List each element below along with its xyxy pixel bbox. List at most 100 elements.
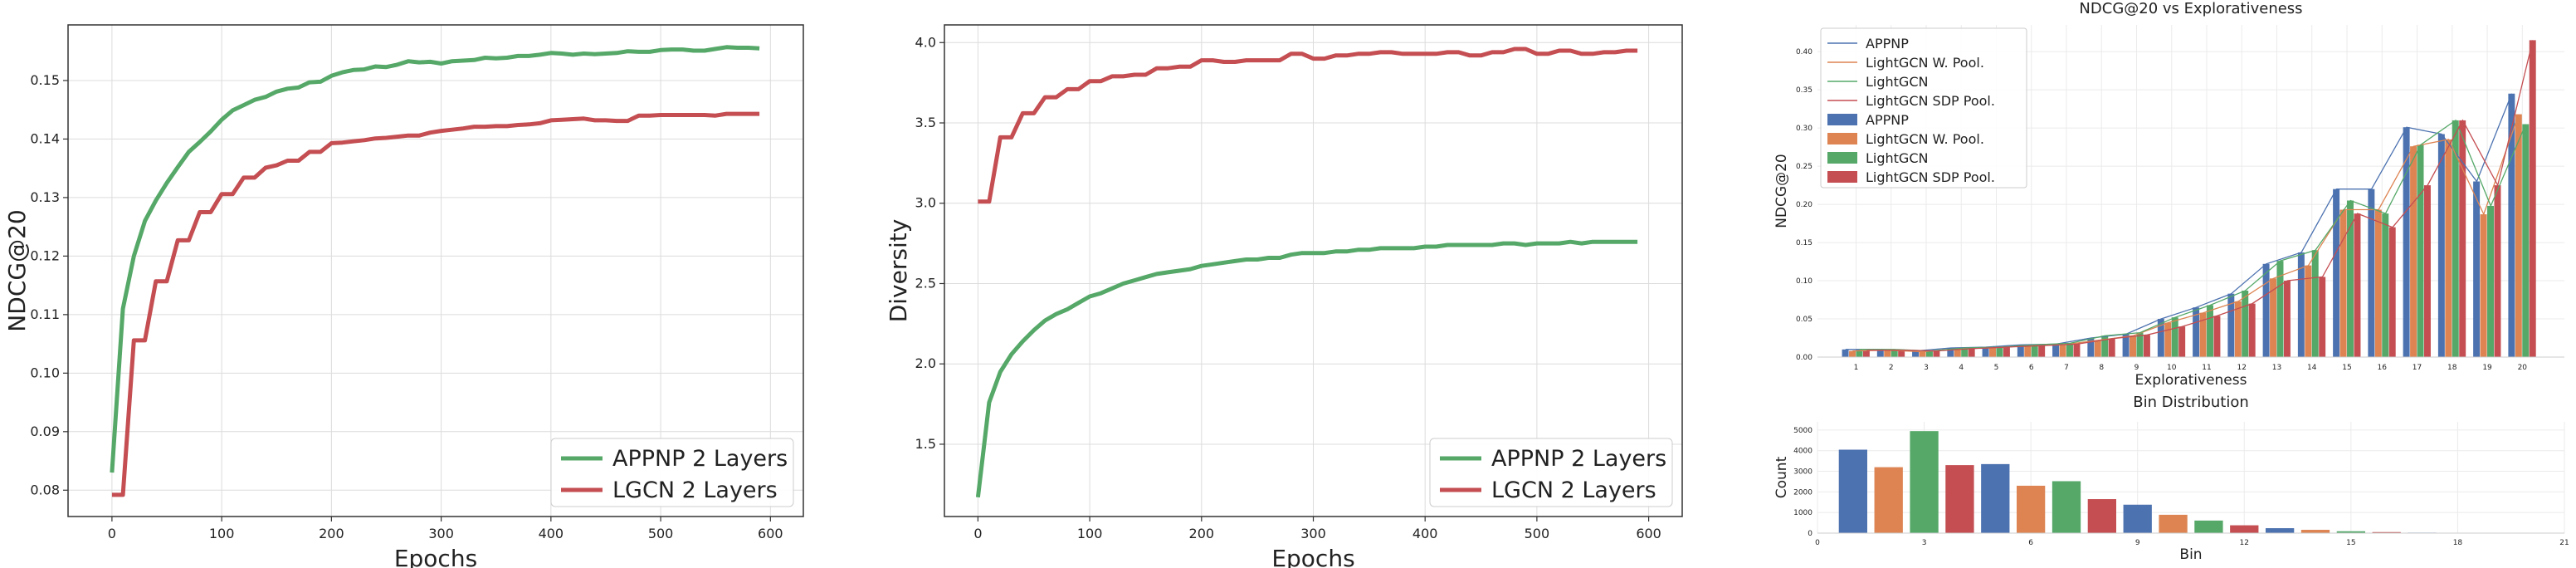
bar — [2199, 312, 2207, 357]
legend-label: LightGCN — [1866, 74, 1928, 90]
bar — [1961, 347, 1969, 357]
x-tick-label: 20 — [2518, 364, 2528, 372]
series-line — [978, 47, 1638, 204]
bar — [2336, 531, 2365, 533]
bar — [2452, 120, 2459, 357]
bar — [2262, 263, 2270, 357]
legend-label: LightGCN SDP Pool. — [1866, 169, 1995, 185]
bar — [2213, 316, 2221, 357]
bar — [2234, 301, 2242, 357]
x-tick-label: 15 — [2342, 364, 2351, 372]
x-tick-label: 13 — [2272, 364, 2281, 372]
x-tick-label: 0 — [1815, 539, 1820, 547]
plot-frame — [944, 24, 1683, 517]
y-tick-label: 0.14 — [30, 130, 60, 146]
bar — [2171, 317, 2178, 357]
bar — [1925, 350, 1933, 357]
x-tick-label: 18 — [2447, 364, 2457, 372]
bar — [2300, 530, 2330, 533]
bar — [2305, 265, 2312, 357]
bar — [1945, 465, 1974, 533]
bar — [2073, 344, 2081, 357]
x-tick-label: 10 — [2167, 364, 2177, 372]
bar — [2515, 114, 2522, 357]
bar — [2227, 293, 2235, 357]
bar — [2522, 124, 2530, 358]
legend-box — [1820, 27, 2027, 189]
y-tick-label: 0.08 — [30, 482, 60, 497]
ndcg-epochs-chart: 0 100 200 300 400 500 600 0.08 0.09 0.10 0.11 0.12 0… — [3, 24, 804, 568]
x-tick-label: 12 — [2240, 539, 2249, 547]
y-tick-label: 4.0 — [915, 34, 936, 50]
bar — [2459, 120, 2466, 357]
y-tick-label: 0.20 — [1796, 201, 1812, 209]
x-tick-label: 0 — [973, 526, 982, 541]
bar — [2066, 343, 2073, 357]
x-tick-label: 400 — [1412, 526, 1438, 541]
bar — [2178, 326, 2186, 357]
bar — [1996, 347, 2003, 357]
bar — [1842, 349, 1849, 357]
y-tick-label: 0 — [1808, 530, 1812, 538]
y-tick-label: 1.5 — [915, 436, 936, 452]
y-axis-label: Diversity — [885, 219, 912, 323]
legend-label: LGCN 2 Layers — [612, 477, 778, 503]
bar — [2410, 146, 2417, 357]
x-tick-label: 100 — [209, 526, 235, 541]
bar — [2347, 200, 2354, 357]
bar — [2487, 205, 2494, 357]
x-axis-label: Epochs — [394, 545, 477, 568]
y-tick-label: 1000 — [1793, 509, 1812, 517]
x-tick-label: 500 — [1525, 526, 1550, 541]
legend-box — [550, 438, 794, 507]
bar — [1876, 349, 1884, 357]
x-tick-label: 4 — [1959, 364, 1964, 372]
x-tick-label: 500 — [648, 526, 674, 541]
y-tick-label: 0.10 — [30, 365, 60, 380]
plot-area — [68, 25, 803, 517]
x-tick-label: 18 — [2453, 539, 2463, 547]
bar — [2508, 93, 2515, 358]
plot-frame — [67, 24, 804, 517]
bar — [1933, 350, 1940, 357]
trend-line — [1866, 40, 2534, 352]
bar — [2123, 504, 2152, 533]
bar — [1947, 347, 1954, 357]
series-line — [975, 239, 1638, 498]
bar — [2159, 514, 2188, 533]
bar — [2374, 209, 2382, 357]
bar — [2319, 277, 2326, 357]
chart-title: NDCG@20 vs Explorativeness — [2079, 0, 2302, 17]
x-tick-label: 9 — [2134, 364, 2139, 372]
bar — [2230, 525, 2259, 533]
y-tick-label: 0.11 — [30, 306, 60, 322]
y-tick-label: 0.10 — [1796, 277, 1812, 286]
y-axis-label: NDCG@20 — [1773, 154, 1790, 228]
y-tick-label: 3.0 — [915, 195, 936, 211]
bar — [1862, 350, 1870, 357]
bar — [2101, 335, 2109, 357]
y-tick-label: 3000 — [1793, 468, 1812, 477]
y-tick-label: 2000 — [1793, 488, 1812, 497]
x-tick-label: 3 — [1922, 539, 1927, 547]
y-tick-label: 0.05 — [1796, 316, 1812, 324]
trend-line — [1845, 93, 2513, 352]
legend-label: LightGCN — [1866, 150, 1928, 166]
bar — [2529, 40, 2536, 357]
legend-label: APPNP 2 Layers — [612, 446, 788, 472]
x-tick-label: 200 — [319, 526, 344, 541]
x-tick-label: 400 — [539, 526, 564, 541]
bar — [2052, 344, 2060, 357]
bar — [2164, 322, 2172, 357]
bar — [2494, 185, 2501, 357]
bar — [1856, 349, 1863, 357]
bar — [2382, 213, 2389, 357]
y-tick-label: 2.5 — [915, 275, 936, 291]
bar — [1874, 467, 1903, 533]
legend-swatch — [1827, 133, 1857, 144]
legend-label: APPNP — [1866, 112, 1909, 128]
x-tick-label: 2 — [1889, 364, 1894, 372]
series-line — [110, 45, 760, 473]
bar — [1982, 347, 1989, 357]
